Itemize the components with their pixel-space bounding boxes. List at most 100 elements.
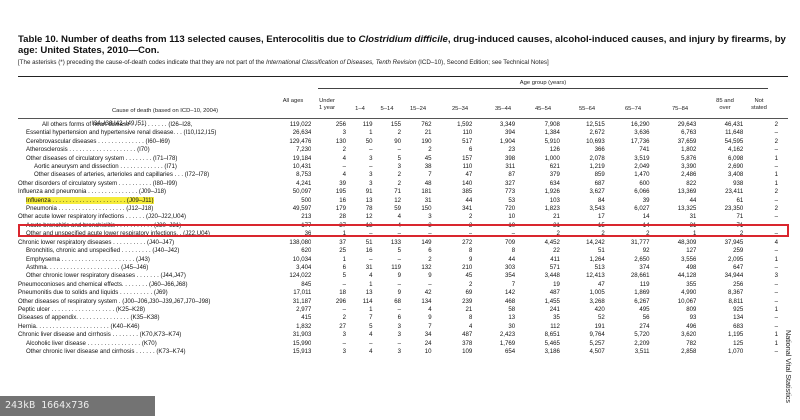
cause-cell: Other disorders of circulatory system . …	[18, 179, 178, 187]
value-cell: 28	[339, 213, 347, 221]
value-cell: 1,195	[728, 331, 744, 339]
value-cell: 2	[342, 314, 347, 322]
value-cell: 30	[508, 322, 516, 330]
value-cell: 155	[390, 121, 402, 128]
value-cell: 822	[686, 179, 697, 187]
age-25-34-header: 25–34	[451, 106, 469, 112]
value-cell: 311	[505, 163, 516, 171]
cause-cell: Bronchitis, chronic and unspecified . . …	[26, 247, 180, 255]
cause-cell: Pneumonitis due to solids and liquids . …	[18, 289, 168, 297]
value-cell: 126	[549, 146, 560, 154]
value-cell: 6	[342, 263, 347, 271]
value-cell: 8	[468, 247, 473, 255]
value-cell: 1	[774, 255, 778, 263]
value-cell: 12,515	[586, 121, 605, 128]
header-bottom-rule	[18, 118, 788, 119]
value-cell: 13	[508, 314, 516, 322]
value-cell: 45	[424, 154, 432, 162]
value-cell: 195	[335, 188, 347, 196]
value-cell: –	[428, 230, 432, 238]
value-cell: 468	[504, 297, 516, 305]
value-cell: 378	[462, 339, 473, 347]
value-cell: 1	[342, 255, 347, 263]
age-85-over-header: 85 and over	[716, 98, 734, 111]
value-cell: 2,650	[634, 255, 650, 263]
value-cell: 21	[553, 213, 560, 221]
value-cell: 23	[508, 146, 516, 154]
cause-cell: Essential hypertension and hypertensive …	[26, 129, 217, 137]
value-cell: 191	[594, 322, 605, 330]
value-cell: 411	[550, 255, 560, 263]
value-cell: 6	[468, 146, 473, 154]
value-cell: 2	[556, 230, 560, 238]
value-cell: 47	[465, 171, 473, 179]
value-cell: 274	[639, 322, 650, 330]
value-cell: 17,011	[293, 289, 312, 297]
value-cell: 303	[504, 263, 516, 271]
value-cell: 110	[462, 163, 473, 171]
value-cell: 1	[693, 230, 697, 238]
value-cell: 809	[686, 305, 697, 313]
value-cell: 28,661	[630, 272, 650, 280]
value-cell: 1,869	[634, 289, 650, 297]
value-cell: 495	[639, 305, 650, 313]
value-cell: 1	[774, 331, 778, 339]
value-cell: 1,384	[544, 129, 560, 137]
value-cell: 56	[642, 314, 650, 322]
value-cell: 133	[390, 238, 402, 246]
value-cell: –	[774, 196, 778, 204]
value-cell: 741	[639, 146, 650, 154]
value-cell: 6	[397, 314, 402, 322]
value-cell: 2,078	[589, 154, 605, 162]
value-cell: 296	[335, 297, 347, 305]
title-text: Table 10. Number of deaths from 113 sele…	[18, 34, 359, 45]
value-cell: 2	[468, 213, 473, 221]
value-cell: 22	[553, 247, 560, 255]
table-row: Other diseases of circulatory system . .…	[18, 155, 778, 163]
value-cell: 134	[421, 297, 432, 305]
value-cell: 2	[601, 230, 605, 238]
value-cell: 2,486	[681, 171, 697, 179]
value-cell: 21	[465, 305, 473, 313]
value-cell: 5,257	[589, 339, 605, 347]
age-group-header: Age group (years)	[519, 80, 567, 86]
value-cell: 2,690	[728, 163, 744, 171]
value-cell: 61	[736, 196, 744, 204]
value-cell: 1	[774, 305, 778, 313]
value-cell: 90	[394, 137, 402, 145]
value-cell: 6,763	[681, 129, 697, 137]
value-cell: –	[397, 339, 402, 347]
cause-cell: Chronic liver disease and cirrhosis . . …	[18, 331, 182, 339]
value-cell: 134	[733, 314, 744, 322]
value-cell: 634	[549, 179, 560, 187]
cause-cell: Influenza and pneumonia . . . . . . . . …	[18, 188, 167, 196]
cause-cell: Cerebrovascular diseases . . . . . . . .…	[26, 137, 170, 145]
value-cell: 26,634	[292, 129, 312, 137]
value-cell: 3	[342, 331, 347, 339]
value-cell: –	[397, 230, 402, 238]
value-cell: 1	[774, 154, 778, 162]
value-cell: 3	[342, 129, 347, 137]
value-cell: 327	[504, 179, 516, 187]
table-row: Diseases of appendix. . . . . . . . . . …	[18, 314, 778, 322]
table-row: Other diseases of respiratory system . (…	[18, 298, 778, 306]
value-cell: 3	[428, 213, 432, 221]
value-cell: 9	[468, 255, 473, 263]
table-row-highlighted: Influenza . . . . . . . . . . . . . . . …	[18, 196, 778, 205]
header-top-rule	[18, 76, 788, 77]
value-cell: 16	[339, 196, 347, 204]
value-cell: 1	[369, 280, 373, 288]
value-cell: 54,595	[724, 137, 744, 145]
value-cell: 50,097	[292, 188, 312, 196]
value-cell: 46,431	[724, 121, 744, 128]
value-cell: 7	[428, 322, 432, 330]
value-cell: 44	[508, 255, 516, 263]
value-cell: 1,219	[589, 163, 605, 171]
cause-cell: Pneumonia . . . . . . . . . . . . . . . …	[26, 205, 154, 213]
value-cell: 259	[733, 247, 744, 255]
cause-cell: Other chronic lower respiratory diseases…	[26, 272, 186, 280]
value-cell: 1	[774, 339, 778, 347]
value-cell: –	[774, 314, 778, 322]
value-cell: –	[774, 129, 778, 137]
value-cell: 3,186	[544, 347, 560, 355]
